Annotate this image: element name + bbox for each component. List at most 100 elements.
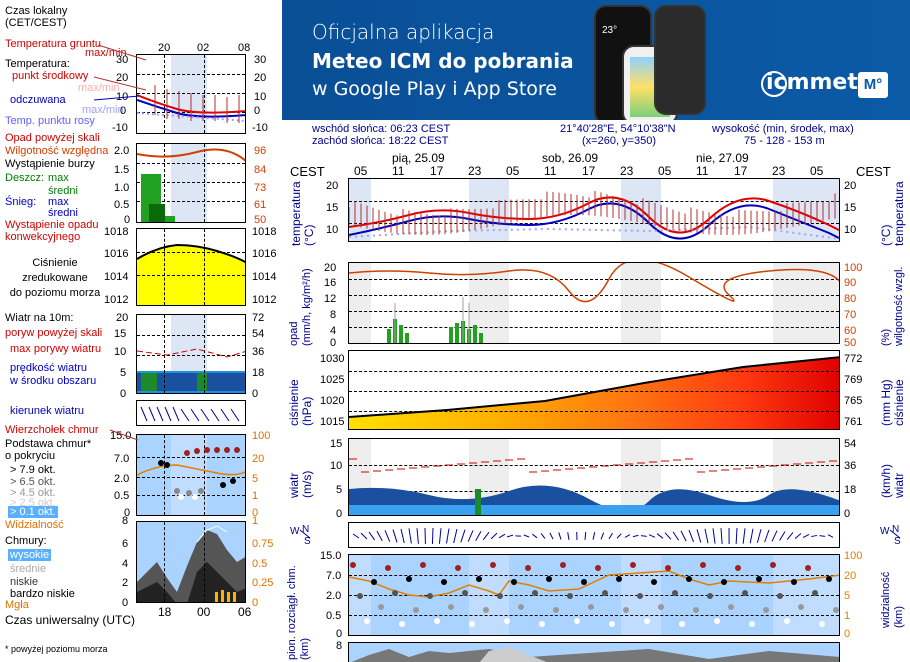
utc-label: Czas uniwersalny (UTC) <box>5 614 135 626</box>
svg-text:N: N <box>302 524 309 535</box>
timezone-label: Czas lokalny (CET/CEST) <box>5 5 67 29</box>
wind-panel <box>348 438 840 516</box>
pres-scale-1: 1016 <box>104 249 128 260</box>
precip-scale-1: 1.5 <box>114 165 129 176</box>
fog-scale-1: 0.75 <box>252 539 273 550</box>
windkmh-tick-1: 36 <box>844 460 856 472</box>
cloudh-tick-2: 2.0 <box>326 590 341 602</box>
pressure-label: Ciśnienie zredukowane do poziomu morza <box>5 256 105 301</box>
pressure-axis-label-r: (mm Hg) ciśnienie <box>880 379 906 426</box>
pres-scale-r0: 1018 <box>252 227 276 238</box>
pressure-axis-label: ciśnienie (hPa) <box>288 379 314 426</box>
hour-label: 17 <box>582 164 595 178</box>
mmhg-tick-3: 761 <box>844 416 862 428</box>
day-1: pią, 25.09 <box>392 151 445 165</box>
hour-label: 11 <box>392 164 404 178</box>
temp-scale-r20: 20 <box>254 73 266 84</box>
wind-axis-label: wiatr (m/s) <box>288 471 314 498</box>
pres-tick-3: 1015 <box>320 416 344 428</box>
pres-scale-0: 1018 <box>104 227 128 238</box>
hum-tick-1: 90 <box>844 277 856 289</box>
banner-line-2: Meteo ICM do pobrania <box>312 49 574 73</box>
precip-tick-5: 0 <box>330 337 336 349</box>
cc-scale-2: 4 <box>122 559 128 570</box>
cloud-cover-panel <box>348 642 840 662</box>
wind-dir-label: kierunek wiatru <box>10 405 84 417</box>
mini-cloud-cover-chart <box>136 521 246 603</box>
wind-scale-1: 15 <box>114 329 126 340</box>
okt-01: > 0.1 okt. <box>8 506 58 518</box>
phone-image-3 <box>654 5 706 115</box>
hum-scale-2: 73 <box>254 183 266 194</box>
pres-scale-3: 1012 <box>104 295 128 306</box>
hour-label: 05 <box>810 164 823 178</box>
fog-scale-3: 0.25 <box>252 578 273 589</box>
hum-scale-1: 84 <box>254 165 266 176</box>
cc-scale-1: 6 <box>122 539 128 550</box>
cloudh-tick-1: 7.0 <box>326 570 341 582</box>
legend-panel: Czas lokalny (CET/CEST) 20 02 08 Tempera… <box>0 0 282 660</box>
fog-scale-2: 0.5 <box>252 559 267 570</box>
cc-scale-4: 0 <box>122 598 128 609</box>
coords-text: 21°40'28"E, 54°10'38"N <box>560 123 676 135</box>
app-promo-banner[interactable]: Oficjalna aplikacja Meteo ICM do pobrani… <box>282 0 910 120</box>
precip-tick-0: 20 <box>324 262 336 274</box>
cloud-base-panel <box>348 554 840 636</box>
cb-scale-1: 7.0 <box>114 454 129 465</box>
humidity-label: Wilgotność względna <box>5 145 108 157</box>
hum-tick-0: 100 <box>844 262 862 274</box>
meteogram-main[interactable]: CEST CEST pią, 25.09 sob, 26.09 nie, 27.… <box>282 150 910 660</box>
vis-scale-1: 20 <box>252 454 264 465</box>
windkmh-tick-3: 0 <box>844 508 850 520</box>
wind-axis-label-r: (km/h) wiatr <box>880 464 906 498</box>
rain-label: Deszcz: <box>5 172 44 184</box>
grid-text: (x=260, y=350) <box>582 135 656 147</box>
temp-tick-r10: 10 <box>844 224 856 236</box>
visibility-label: Widzialność <box>5 519 64 531</box>
wind-speed-label: prędkość wiatru w środku obszaru <box>10 362 96 388</box>
temp-tick-r20: 20 <box>844 180 856 192</box>
fog-scale-4: 0 <box>252 598 258 609</box>
sunset-text: zachód słońca: 18:22 CEST <box>312 135 448 147</box>
cloudh-tick-3: 0.5 <box>326 610 341 622</box>
pressure-panel <box>348 350 840 430</box>
mini-precip-chart <box>136 143 246 223</box>
cb-scale-2: 2.0 <box>114 474 129 485</box>
hour-label: 17 <box>734 164 747 178</box>
elevation-value: 75 - 128 - 153 m <box>744 135 825 147</box>
precip-above-label: Opad powyżej skali <box>5 132 100 144</box>
precip-scale-4: 0 <box>124 215 130 226</box>
hum-tick-3: 70 <box>844 309 856 321</box>
mini-cloud-base-chart <box>136 434 246 516</box>
pres-scale-2: 1014 <box>104 272 128 283</box>
wind-scale-4: 0 <box>120 389 126 400</box>
vis-scale-0: 100 <box>252 431 270 442</box>
hour-label: 05 <box>658 164 671 178</box>
mid-point-label: punkt środkowy <box>12 70 88 82</box>
clouds-label: Chmury: <box>5 535 47 547</box>
sunrise-text: wschód słońca: 06:23 CEST <box>312 123 450 135</box>
banner-line-1: Oficjalna aplikacja <box>312 20 494 44</box>
svg-text:W: W <box>290 526 300 537</box>
gust-above-label: poryw powyżej skali <box>5 327 102 339</box>
hour-label: 11 <box>544 164 556 178</box>
temp-tick-10: 10 <box>326 224 338 236</box>
day-2: sob, 26.09 <box>542 151 598 165</box>
fog-scale-0: 1 <box>252 516 258 527</box>
pres-scale-r3: 1012 <box>252 295 276 306</box>
hour-label: 05 <box>506 164 519 178</box>
wind-direction-strip <box>348 522 840 548</box>
banner-line-3: w Google Play i App Store <box>312 78 557 100</box>
precip-tick-4: 4 <box>330 325 336 337</box>
max-gust-label: max porywy wiatru <box>10 343 101 355</box>
utc-hour-18: 18 <box>158 606 171 618</box>
high-cloud-label: wysokie <box>8 549 51 561</box>
hour-label: 23 <box>772 164 785 178</box>
temp-axis-label-r: (°C) temperatura <box>880 181 906 246</box>
temp-panel <box>348 178 840 242</box>
precip-tick-1: 16 <box>324 277 336 289</box>
wind-tick-1: 10 <box>330 460 342 472</box>
